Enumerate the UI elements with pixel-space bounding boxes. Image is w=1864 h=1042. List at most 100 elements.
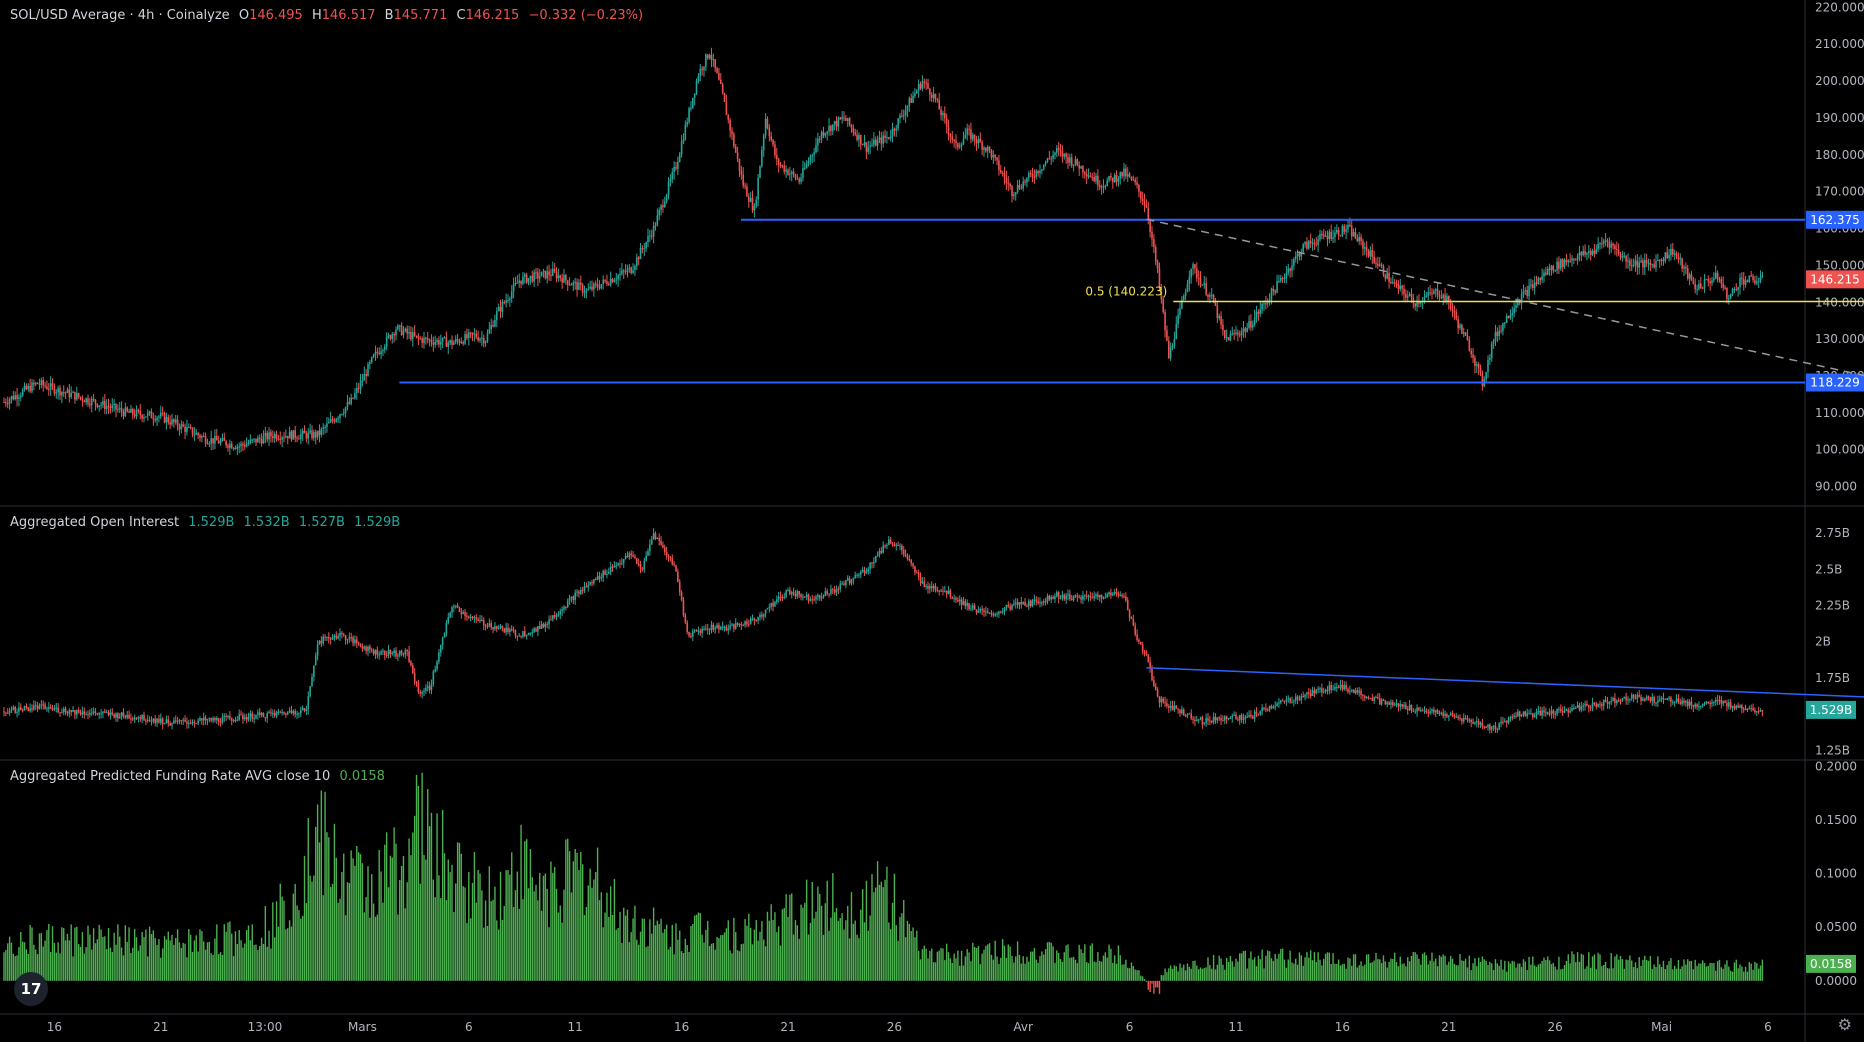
price-candle <box>587 288 590 290</box>
price-candle <box>462 342 464 344</box>
funding-bar <box>1373 960 1375 981</box>
price-candle <box>1212 294 1215 302</box>
oi-candle <box>649 544 651 552</box>
price-candle <box>1756 281 1758 284</box>
oi-candle <box>606 573 608 575</box>
funding-bar <box>884 879 886 981</box>
oi-candle <box>632 555 634 557</box>
price-candle <box>378 352 380 355</box>
price-candle <box>40 380 43 385</box>
funding-bar <box>242 947 244 981</box>
oi-candle <box>917 572 920 577</box>
funding-bar <box>1586 966 1588 981</box>
oi-candle <box>1106 594 1108 598</box>
funding-bar <box>1046 942 1049 981</box>
oi-candle <box>333 635 336 638</box>
price-candle <box>244 445 246 447</box>
oi-candle <box>178 720 181 722</box>
funding-bar <box>1547 956 1549 981</box>
funding-bar <box>281 896 283 981</box>
price-candle <box>563 275 565 283</box>
price-candle <box>1263 303 1265 305</box>
oi-legend: Aggregated Open Interest 1.529B 1.532B 1… <box>10 515 405 530</box>
funding-bar <box>1616 954 1618 981</box>
oi-candle <box>1614 697 1616 703</box>
oi-candle <box>1156 690 1159 697</box>
oi-candle <box>578 591 580 594</box>
tradingview-logo[interactable]: 17 <box>14 972 48 1006</box>
funding-bar <box>813 918 815 981</box>
price-candle <box>561 278 563 283</box>
funding-bar <box>848 938 851 981</box>
price-candle <box>217 440 220 444</box>
price-candle <box>800 177 802 182</box>
price-candle <box>31 382 33 392</box>
funding-bar <box>1623 968 1625 981</box>
funding-bar <box>1563 965 1566 981</box>
funding-bar <box>1636 968 1639 981</box>
price-candle <box>1556 261 1558 271</box>
price-candle <box>880 137 883 144</box>
funding-bar <box>38 933 41 981</box>
funding-bar <box>210 953 212 981</box>
oi-candle <box>1395 703 1398 705</box>
price-candle <box>1347 224 1349 230</box>
oi-candle <box>1003 608 1006 612</box>
oi-candle <box>1024 601 1026 606</box>
price-candle <box>1511 313 1514 316</box>
funding-bar <box>53 942 56 981</box>
price-candle <box>421 338 423 343</box>
price-candle <box>936 99 939 101</box>
price-candle <box>1138 184 1140 192</box>
oi-candle <box>1750 707 1752 709</box>
funding-bar <box>1022 956 1024 981</box>
oi-candle <box>542 623 545 628</box>
funding-bar <box>1526 970 1528 981</box>
price-candle <box>1362 240 1364 249</box>
price-candle <box>105 406 108 410</box>
funding-bar <box>1341 964 1344 981</box>
price-candle <box>1733 289 1736 291</box>
price-candle <box>1007 183 1010 185</box>
price-candle <box>1112 177 1114 182</box>
price-candle <box>1110 175 1112 178</box>
funding-bar <box>544 873 547 981</box>
funding-bar <box>486 925 489 981</box>
funding-bar <box>973 946 976 981</box>
funding-bar <box>1509 963 1512 981</box>
gear-icon[interactable]: ⚙ <box>1837 1015 1852 1034</box>
oi-candle <box>628 553 631 558</box>
funding-bar <box>1433 961 1435 981</box>
oi-candle <box>303 708 306 711</box>
oi-candle <box>141 714 143 720</box>
funding-bar <box>92 928 95 981</box>
price-candle <box>234 448 237 450</box>
price-candle <box>693 93 696 98</box>
funding-bar <box>1657 956 1659 981</box>
price-candle <box>1367 250 1370 257</box>
price-candle <box>718 73 720 80</box>
funding-bar <box>1169 965 1172 981</box>
price-candle <box>380 351 382 355</box>
oi-candle <box>1078 596 1080 598</box>
oi-candle <box>1688 701 1691 707</box>
price-candle <box>817 138 819 146</box>
oi-candle <box>1237 719 1239 721</box>
funding-bar <box>1013 962 1015 981</box>
funding-bar <box>593 879 595 981</box>
funding-bar <box>109 947 112 981</box>
funding-bar <box>3 952 5 981</box>
price-candle <box>156 417 158 421</box>
funding-bar <box>1371 962 1373 981</box>
oi-candle <box>64 708 67 713</box>
price-candle <box>188 426 190 428</box>
oi-candle <box>174 720 177 722</box>
oi-candle <box>83 711 86 715</box>
price-candle <box>1154 247 1157 262</box>
price-candle <box>1666 252 1668 259</box>
price-candle <box>1449 302 1452 310</box>
oi-candle <box>320 640 323 644</box>
price-candle <box>503 301 506 303</box>
